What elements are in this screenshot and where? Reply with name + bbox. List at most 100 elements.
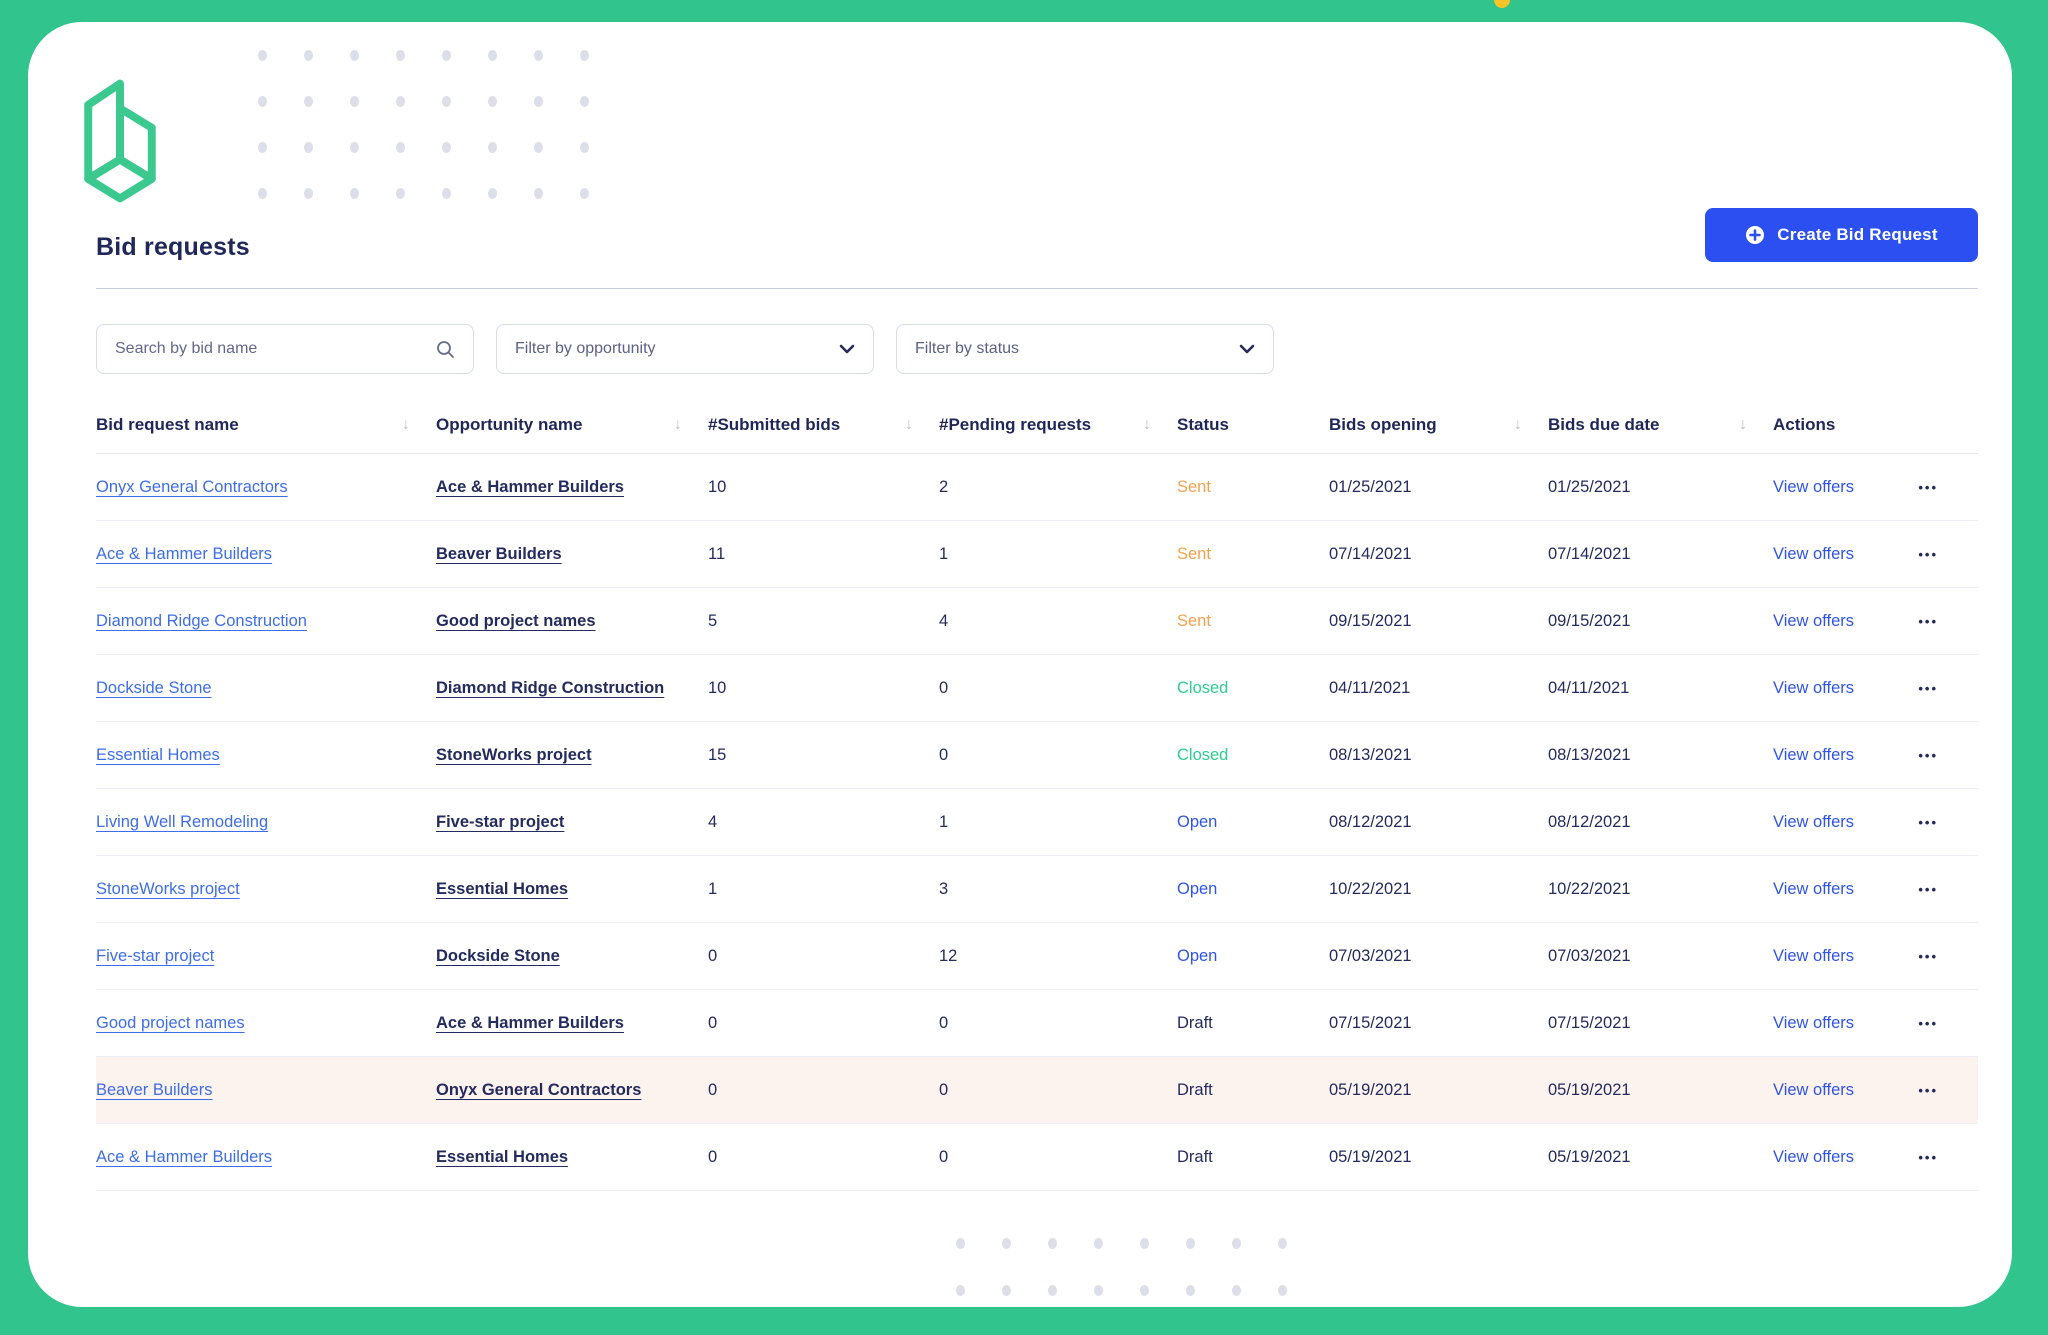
bid-request-link[interactable]: StoneWorks project <box>96 879 240 898</box>
search-input[interactable] <box>115 340 436 358</box>
row-actions-menu-button[interactable]: ••• <box>1918 948 1938 964</box>
sort-arrow-icon[interactable]: ↓ <box>1739 415 1747 433</box>
bid-request-link[interactable]: Ace & Hammer Builders <box>96 544 273 563</box>
opportunity-link[interactable]: Good project names <box>436 611 596 630</box>
submitted-bids-count: 0 <box>708 1080 718 1099</box>
view-offers-link[interactable]: View offers <box>1773 1013 1855 1032</box>
sort-arrow-icon[interactable]: ↓ <box>674 415 682 433</box>
status-label: Sent <box>1177 611 1211 630</box>
sort-arrow-icon[interactable]: ↓ <box>1143 415 1151 433</box>
bid-request-link[interactable]: Good project names <box>96 1013 245 1032</box>
status-label: Closed <box>1177 678 1229 697</box>
bid-request-link[interactable]: Five-star project <box>96 946 215 965</box>
column-header-bids-due-date[interactable]: Bids due date ↓ <box>1548 415 1773 435</box>
view-offers-link[interactable]: View offers <box>1773 946 1855 965</box>
opportunity-link[interactable]: Diamond Ridge Construction <box>436 678 665 697</box>
bid-request-link[interactable]: Essential Homes <box>96 745 220 764</box>
create-bid-request-button[interactable]: Create Bid Request <box>1705 208 1978 262</box>
table-row: Beaver Builders Onyx General Contractors… <box>96 1057 1978 1124</box>
row-actions-menu-button[interactable]: ••• <box>1918 546 1938 562</box>
bids-due-date: 08/13/2021 <box>1548 745 1631 764</box>
pending-requests-count: 2 <box>939 477 949 496</box>
decorative-dot <box>258 142 267 153</box>
table-row: Onyx General Contractors Ace & Hammer Bu… <box>96 454 1978 521</box>
view-offers-link[interactable]: View offers <box>1773 544 1855 563</box>
view-offers-link[interactable]: View offers <box>1773 879 1855 898</box>
search-field[interactable] <box>96 324 474 374</box>
bids-opening-date: 05/19/2021 <box>1329 1080 1412 1099</box>
column-header-submitted-bids[interactable]: #Submitted bids ↓ <box>708 415 939 435</box>
decorative-dot <box>350 96 359 107</box>
decorative-dot <box>1278 1285 1287 1296</box>
sort-arrow-icon[interactable]: ↓ <box>905 415 913 433</box>
opportunity-link[interactable]: Ace & Hammer Builders <box>436 477 624 496</box>
view-offers-link[interactable]: View offers <box>1773 1080 1855 1099</box>
row-actions-menu-button[interactable]: ••• <box>1918 814 1938 830</box>
column-header-bid-request-name[interactable]: Bid request name ↓ <box>96 415 436 435</box>
decorative-dot <box>580 96 589 107</box>
submitted-bids-count: 10 <box>708 477 727 496</box>
view-offers-link[interactable]: View offers <box>1773 1147 1855 1166</box>
status-label: Open <box>1177 812 1218 831</box>
view-offers-link[interactable]: View offers <box>1773 477 1855 496</box>
column-label: Actions <box>1773 414 1836 434</box>
opportunity-link[interactable]: Essential Homes <box>436 879 569 898</box>
decorative-dots-bottom <box>956 1238 1324 1307</box>
chevron-down-icon <box>839 344 855 354</box>
top-edge-marker <box>1494 0 1510 8</box>
view-offers-link[interactable]: View offers <box>1773 611 1855 630</box>
bids-due-date: 09/15/2021 <box>1548 611 1631 630</box>
view-offers-link[interactable]: View offers <box>1773 745 1855 764</box>
submitted-bids-count: 15 <box>708 745 727 764</box>
decorative-dot <box>396 188 405 199</box>
opportunity-link[interactable]: Essential Homes <box>436 1147 569 1166</box>
opportunity-link[interactable]: Beaver Builders <box>436 544 562 563</box>
opportunity-link[interactable]: Dockside Stone <box>436 946 560 965</box>
bids-due-date: 07/14/2021 <box>1548 544 1631 563</box>
bid-request-link[interactable]: Dockside Stone <box>96 678 212 697</box>
decorative-dot <box>350 142 359 153</box>
row-actions-menu-button[interactable]: ••• <box>1918 747 1938 763</box>
bid-request-link[interactable]: Beaver Builders <box>96 1080 213 1099</box>
decorative-dot <box>1140 1285 1149 1296</box>
sort-arrow-icon[interactable]: ↓ <box>402 415 410 433</box>
bid-request-link[interactable]: Onyx General Contractors <box>96 477 288 496</box>
view-offers-link[interactable]: View offers <box>1773 812 1855 831</box>
pending-requests-count: 1 <box>939 544 949 563</box>
table-row: Ace & Hammer Builders Beaver Builders 11… <box>96 521 1978 588</box>
sort-arrow-icon[interactable]: ↓ <box>1514 415 1522 433</box>
pending-requests-count: 0 <box>939 1080 949 1099</box>
pending-requests-count: 12 <box>939 946 958 965</box>
view-offers-link[interactable]: View offers <box>1773 678 1855 697</box>
opportunity-link[interactable]: Ace & Hammer Builders <box>436 1013 624 1032</box>
decorative-dot <box>396 50 405 61</box>
row-actions-menu-button[interactable]: ••• <box>1918 680 1938 696</box>
opportunity-link[interactable]: StoneWorks project <box>436 745 592 764</box>
decorative-dot <box>304 188 313 199</box>
bids-due-date: 05/19/2021 <box>1548 1147 1631 1166</box>
column-header-pending-requests[interactable]: #Pending requests ↓ <box>939 415 1177 435</box>
row-actions-menu-button[interactable]: ••• <box>1918 1015 1938 1031</box>
opportunity-link[interactable]: Five-star project <box>436 812 565 831</box>
decorative-dot <box>442 188 451 199</box>
page-header: Bid requests Create Bid Request <box>96 208 1978 289</box>
status-label: Draft <box>1177 1080 1213 1099</box>
bid-request-link[interactable]: Living Well Remodeling <box>96 812 269 831</box>
column-label: Bid request name <box>96 414 239 434</box>
opportunity-filter-select[interactable]: Filter by opportunity <box>496 324 874 374</box>
column-header-bids-opening[interactable]: Bids opening ↓ <box>1329 415 1548 435</box>
status-filter-select[interactable]: Filter by status <box>896 324 1274 374</box>
decorative-dot <box>488 50 497 61</box>
bid-request-link[interactable]: Ace & Hammer Builders <box>96 1147 273 1166</box>
column-header-opportunity-name[interactable]: Opportunity name ↓ <box>436 415 708 435</box>
row-actions-menu-button[interactable]: ••• <box>1918 881 1938 897</box>
row-actions-menu-button[interactable]: ••• <box>1918 1149 1938 1165</box>
row-actions-menu-button[interactable]: ••• <box>1918 613 1938 629</box>
opportunity-link[interactable]: Onyx General Contractors <box>436 1080 642 1099</box>
decorative-dot <box>1002 1285 1011 1296</box>
row-actions-menu-button[interactable]: ••• <box>1918 479 1938 495</box>
row-actions-menu-button[interactable]: ••• <box>1918 1082 1938 1098</box>
submitted-bids-count: 5 <box>708 611 718 630</box>
bid-request-link[interactable]: Diamond Ridge Construction <box>96 611 307 630</box>
pending-requests-count: 0 <box>939 1013 949 1032</box>
